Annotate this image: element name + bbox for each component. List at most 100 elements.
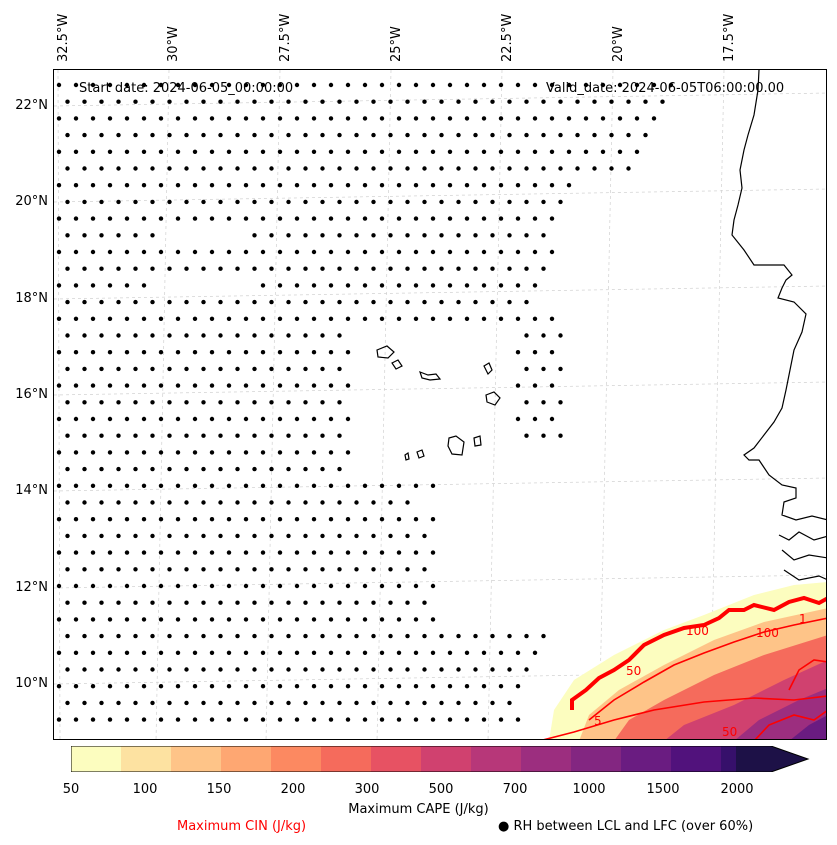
rh-dot [150,166,155,171]
rh-dot [218,533,223,539]
rh-dot [243,116,249,121]
rh-dot [107,316,113,321]
rh-dot [592,132,597,138]
rh-dot [294,483,300,488]
rh-dot [464,717,470,722]
rh-dot [439,199,444,205]
rh-dot [107,517,113,522]
rh-dot [507,99,512,104]
rh-dot [201,333,206,338]
rh-dot [294,617,300,622]
rh-dot [507,233,512,238]
rh-dot [175,149,181,154]
rh-dot [311,216,317,221]
rh-dot [498,316,504,321]
rh-dot [286,99,291,104]
rh-dot [303,299,308,305]
rh-dot [396,149,402,154]
rh-dot [362,149,368,154]
map-canvas: 100 100 50 50 1 5 Sta [54,70,826,739]
rh-dot [184,700,189,706]
rh-dot [277,216,283,221]
rh-dot [192,617,198,622]
rh-dot [235,600,240,605]
rh-dot [167,99,172,104]
rh-dot [56,149,62,154]
rh-dot [422,700,427,706]
rh-dot [65,166,70,171]
rh-dot [447,283,453,288]
rh-dot [464,216,470,221]
rh-dot [405,299,410,305]
rh-dot [65,466,70,472]
rh-dot [507,266,512,271]
rh-dot [56,316,62,321]
rh-dot [209,483,215,488]
rh-dot [167,366,172,372]
rh-dot [277,149,283,154]
rh-dot [150,533,155,539]
rh-dot [226,583,232,589]
rh-dot [150,500,155,505]
rh-dot [73,82,79,88]
rh-dot [379,316,385,321]
rh-dot [192,350,198,355]
rh-dot [158,416,164,422]
contour-label: 100 [756,626,779,640]
rh-dot [481,717,487,722]
rh-dot [158,149,164,154]
rh-dot [515,82,521,88]
rh-dot [99,99,104,104]
rh-dot [609,99,614,104]
rh-dot [65,700,70,706]
rh-dot [107,450,113,455]
colorbar-tick: 1000 [572,782,606,797]
contour-label: 100 [686,624,709,638]
rh-dot [396,82,402,88]
rh-dot [124,249,130,255]
rh-dot [371,132,376,138]
rh-dot [243,483,249,488]
rh-dot [167,433,172,438]
rh-dot [65,233,70,238]
rh-dot [226,550,232,555]
rh-dot [328,650,334,655]
rh-dot [184,433,189,438]
rh-dot [192,684,198,689]
rh-dot [260,416,266,422]
map-panel[interactable]: 100 100 50 50 1 5 Sta [53,69,827,740]
rh-dot [65,667,70,672]
rh-dot [158,583,164,589]
rh-dot [345,650,351,655]
rh-dot [286,567,291,572]
rh-dot [99,299,104,305]
rh-dot [371,633,376,639]
colorbar-extend-arrow [736,746,808,772]
rh-dot [65,266,70,271]
rh-dot [668,82,674,88]
rh-dot [150,233,155,238]
rh-dot [464,149,470,154]
rh-dot [73,583,79,589]
rh-dot [133,600,138,605]
rh-dot [362,249,368,255]
rh-dot [252,233,257,238]
rh-dot [124,116,130,121]
rh-dot [413,82,419,88]
rh-dot [294,183,300,188]
rh-dot [541,433,546,438]
rh-dot [345,617,351,622]
rh-dot [73,717,79,722]
rh-dot [175,483,181,488]
rh-dot [235,366,240,372]
rh-dot [541,400,546,405]
rh-dot [218,500,223,505]
rh-dot [294,383,300,388]
rh-dot [116,400,121,405]
cape-shading [549,582,826,739]
rh-dot [226,149,232,154]
rh-dot [328,550,334,555]
rh-dot [456,99,461,104]
rh-dot [524,333,529,338]
rh-dot [277,517,283,522]
